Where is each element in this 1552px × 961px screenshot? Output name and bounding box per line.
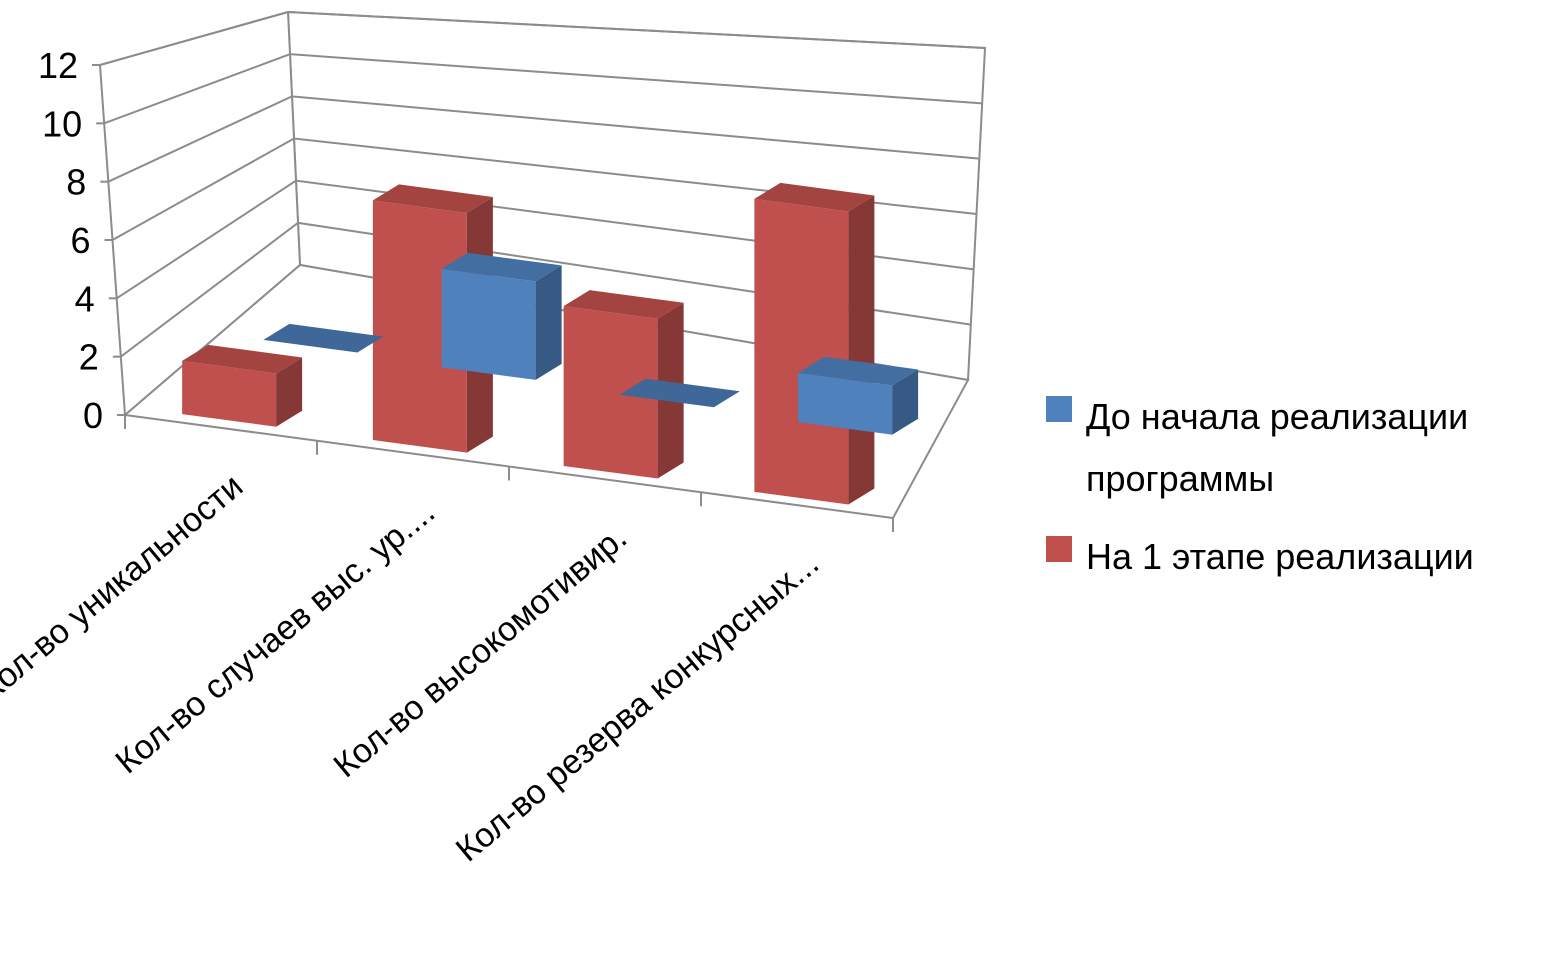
y-axis: 0 2 4 6 8 10 12 xyxy=(38,45,125,436)
y-tick-label: 6 xyxy=(70,220,90,261)
y-tick-label: 12 xyxy=(38,45,78,86)
legend-label-series-1: До начала реализации программы xyxy=(1086,396,1469,499)
bar-series-2-cat-1 xyxy=(182,344,303,427)
gridlines xyxy=(99,10,986,358)
bar-series-1-cat-4 xyxy=(798,356,919,435)
gridline xyxy=(99,10,986,66)
gridline xyxy=(120,221,971,358)
y-tick-label: 10 xyxy=(42,103,82,144)
legend-item-series-1: До начала реализации программы xyxy=(1046,386,1552,510)
bar-series-1-cat-1 xyxy=(263,323,384,353)
legend-swatch-series-2 xyxy=(1046,536,1072,562)
y-tick-label: 8 xyxy=(66,162,86,203)
bar-series-1-cat-2 xyxy=(441,252,562,380)
y-tick-label: 4 xyxy=(75,278,95,319)
legend: До начала реализации программы На 1 этап… xyxy=(1046,386,1552,604)
gridline xyxy=(116,179,974,300)
y-tick-label: 2 xyxy=(79,337,99,378)
bar-series-1-cat-3 xyxy=(619,378,740,408)
gridline xyxy=(107,95,980,183)
bars xyxy=(182,182,919,505)
gridline xyxy=(112,137,977,241)
y-tick-label: 0 xyxy=(83,395,103,436)
legend-swatch-series-1 xyxy=(1046,396,1072,422)
bar-series-2-cat-4 xyxy=(754,182,875,505)
gridline xyxy=(103,53,983,125)
legend-item-series-2: На 1 этапе реализации xyxy=(1046,526,1552,588)
x-tick-label: Кол-во резерва конкурсных... xyxy=(449,544,826,869)
legend-label-series-2: На 1 этапе реализации xyxy=(1086,536,1474,577)
